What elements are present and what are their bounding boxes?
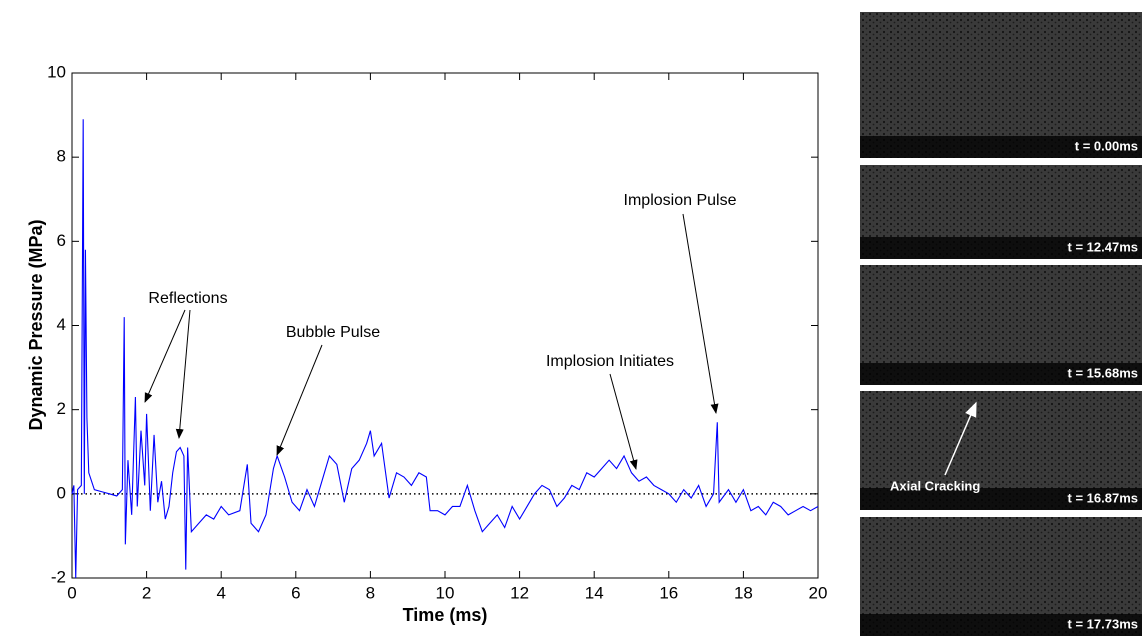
panel-label: t = 0.00ms xyxy=(1075,138,1138,153)
y-tick-label: 4 xyxy=(57,315,66,334)
panel-label: t = 15.68ms xyxy=(1068,365,1138,380)
plot-frame xyxy=(71,72,819,579)
arrow xyxy=(944,401,977,476)
arrow xyxy=(682,213,719,414)
arrow xyxy=(609,373,638,470)
x-tick-label: 12 xyxy=(510,583,529,602)
image-shade xyxy=(860,363,1142,385)
image-shade xyxy=(860,488,1142,510)
panel-label: t = 16.87ms xyxy=(1068,490,1138,505)
arrow xyxy=(175,309,191,439)
arrow xyxy=(276,344,323,456)
y-tick-label: 2 xyxy=(57,399,66,418)
y-tick-label: 8 xyxy=(57,147,66,166)
x-tick-label: 18 xyxy=(734,583,753,602)
y-tick-label: 0 xyxy=(57,483,66,502)
y-tick-label: 10 xyxy=(47,62,66,81)
x-tick-label: 10 xyxy=(436,583,455,602)
data-line xyxy=(71,119,819,579)
x-tick-label: 8 xyxy=(366,583,375,602)
x-tick-label: 6 xyxy=(291,583,300,602)
annotation: Bubble Pulse xyxy=(286,324,380,341)
panel-annotation: Axial Cracking xyxy=(890,478,980,493)
y-tick-label: 6 xyxy=(57,231,66,250)
x-tick-label: 4 xyxy=(216,583,225,602)
image-shade xyxy=(860,237,1142,259)
x-tick-label: 20 xyxy=(809,583,828,602)
image-panel xyxy=(860,12,1142,158)
annotation: Implosion Initiates xyxy=(546,353,674,370)
y-axis-label: Dynamic Pressure (MPa) xyxy=(26,219,46,430)
image-shade xyxy=(860,614,1142,636)
annotation: Implosion Pulse xyxy=(624,192,737,209)
image-shade xyxy=(860,136,1142,158)
x-tick-label: 16 xyxy=(659,583,678,602)
y-tick-label: -2 xyxy=(51,567,66,586)
x-tick-label: 14 xyxy=(585,583,604,602)
x-tick-label: 2 xyxy=(142,583,151,602)
x-tick-label: 0 xyxy=(67,583,76,602)
annotation: Reflections xyxy=(148,290,227,307)
arrow xyxy=(144,309,186,403)
panel-label: t = 12.47ms xyxy=(1068,239,1138,254)
x-axis-label: Time (ms) xyxy=(403,605,488,625)
panel-label: t = 17.73ms xyxy=(1068,616,1138,631)
